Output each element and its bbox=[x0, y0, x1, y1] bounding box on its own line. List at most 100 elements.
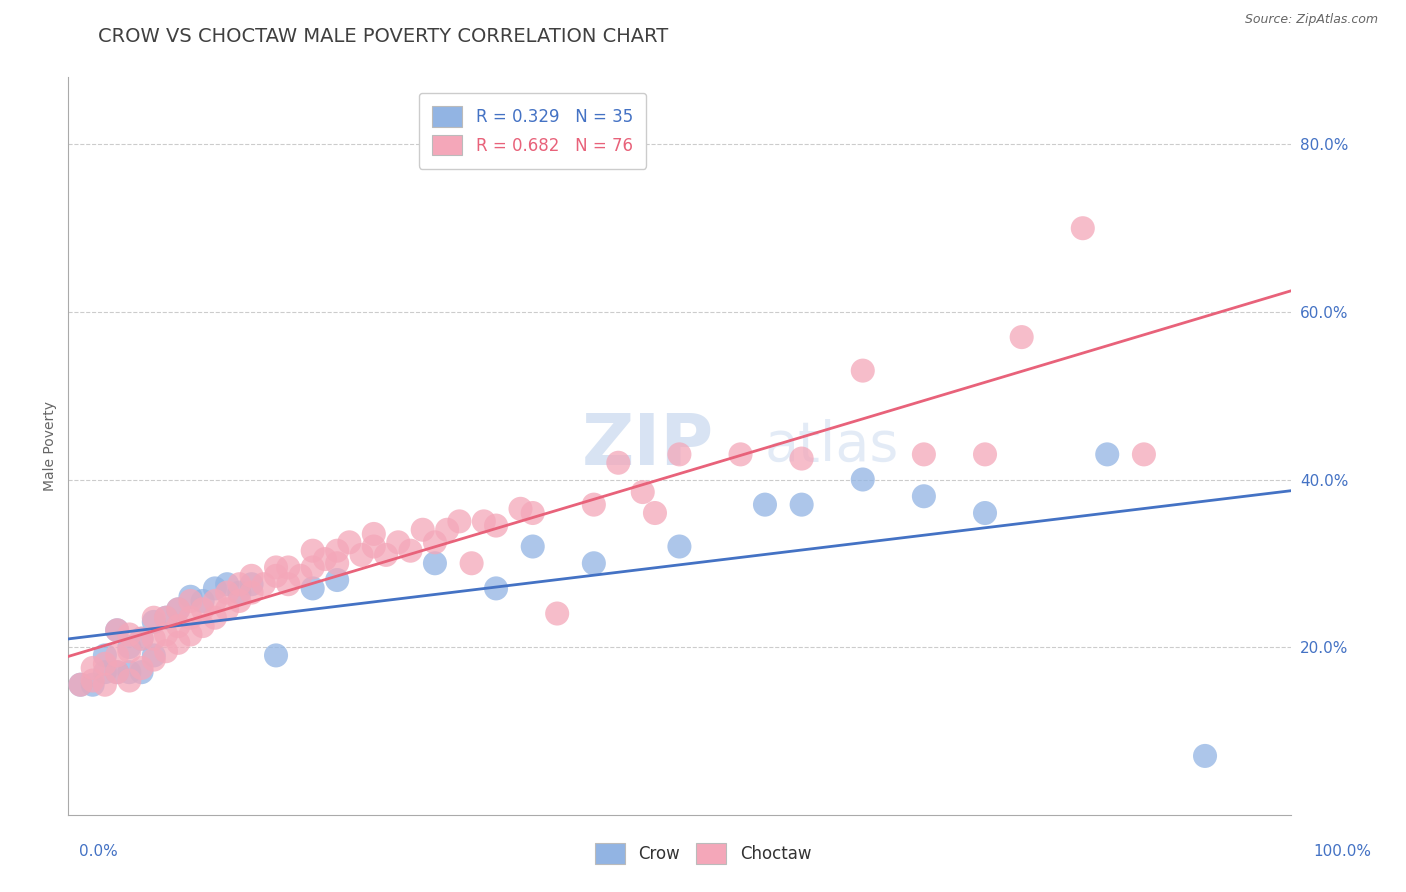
Point bbox=[472, 515, 495, 529]
Point bbox=[668, 540, 690, 554]
Point bbox=[582, 498, 605, 512]
Point bbox=[82, 661, 104, 675]
Point bbox=[607, 456, 630, 470]
Point bbox=[142, 648, 165, 663]
Point bbox=[82, 673, 104, 688]
Point bbox=[301, 543, 323, 558]
Point bbox=[449, 515, 471, 529]
Point bbox=[167, 619, 190, 633]
Point bbox=[522, 506, 544, 520]
Point bbox=[974, 506, 997, 520]
Point bbox=[204, 582, 226, 596]
Point bbox=[423, 535, 446, 549]
Point bbox=[105, 624, 128, 638]
Point bbox=[105, 665, 128, 680]
Point bbox=[631, 485, 654, 500]
Point bbox=[228, 594, 250, 608]
Text: ZIP: ZIP bbox=[582, 411, 714, 481]
Point bbox=[142, 632, 165, 646]
Point bbox=[277, 560, 299, 574]
Point bbox=[131, 661, 153, 675]
Point bbox=[155, 644, 177, 658]
Text: Source: ZipAtlas.com: Source: ZipAtlas.com bbox=[1244, 13, 1378, 27]
Point bbox=[155, 611, 177, 625]
Point bbox=[522, 540, 544, 554]
Point bbox=[363, 540, 385, 554]
Point bbox=[363, 527, 385, 541]
Text: 0.0%: 0.0% bbox=[79, 845, 118, 859]
Point bbox=[290, 569, 312, 583]
Point bbox=[191, 619, 214, 633]
Point bbox=[94, 665, 117, 680]
Point bbox=[730, 447, 752, 461]
Legend: R = 0.329   N = 35, R = 0.682   N = 76: R = 0.329 N = 35, R = 0.682 N = 76 bbox=[419, 93, 647, 169]
Point bbox=[264, 569, 287, 583]
Point bbox=[118, 673, 141, 688]
Point bbox=[240, 569, 263, 583]
Text: 100.0%: 100.0% bbox=[1313, 845, 1372, 859]
Point bbox=[204, 594, 226, 608]
Point bbox=[204, 611, 226, 625]
Point bbox=[142, 615, 165, 629]
Point bbox=[337, 535, 360, 549]
Point bbox=[264, 560, 287, 574]
Point bbox=[105, 624, 128, 638]
Point bbox=[436, 523, 458, 537]
Point bbox=[1133, 447, 1156, 461]
Point bbox=[387, 535, 409, 549]
Point bbox=[326, 573, 349, 587]
Point bbox=[460, 556, 482, 570]
Point bbox=[240, 577, 263, 591]
Point bbox=[118, 627, 141, 641]
Point bbox=[179, 594, 201, 608]
Point bbox=[314, 552, 336, 566]
Point bbox=[264, 648, 287, 663]
Point bbox=[69, 678, 91, 692]
Point bbox=[412, 523, 434, 537]
Point bbox=[485, 518, 508, 533]
Point bbox=[582, 556, 605, 570]
Point bbox=[94, 648, 117, 663]
Point bbox=[754, 498, 776, 512]
Point bbox=[94, 678, 117, 692]
Point bbox=[179, 627, 201, 641]
Point bbox=[668, 447, 690, 461]
Point bbox=[228, 585, 250, 599]
Point bbox=[375, 548, 398, 562]
Point bbox=[118, 665, 141, 680]
Point bbox=[94, 657, 117, 671]
Point bbox=[142, 611, 165, 625]
Point bbox=[167, 636, 190, 650]
Point bbox=[1194, 748, 1216, 763]
Point bbox=[485, 582, 508, 596]
Point bbox=[142, 652, 165, 666]
Point bbox=[217, 577, 239, 591]
Point bbox=[179, 611, 201, 625]
Point bbox=[301, 560, 323, 574]
Point bbox=[1011, 330, 1033, 344]
Point bbox=[399, 543, 422, 558]
Point bbox=[217, 585, 239, 599]
Point bbox=[217, 602, 239, 616]
Y-axis label: Male Poverty: Male Poverty bbox=[44, 401, 58, 491]
Point bbox=[509, 501, 531, 516]
Point bbox=[350, 548, 373, 562]
Point bbox=[118, 644, 141, 658]
Point bbox=[277, 577, 299, 591]
Point bbox=[228, 577, 250, 591]
Point bbox=[326, 543, 349, 558]
Point bbox=[105, 648, 128, 663]
Point bbox=[155, 627, 177, 641]
Point bbox=[974, 447, 997, 461]
Point bbox=[790, 451, 813, 466]
Point bbox=[326, 556, 349, 570]
Point bbox=[912, 447, 935, 461]
Point bbox=[167, 602, 190, 616]
Point bbox=[191, 602, 214, 616]
Point bbox=[1071, 221, 1094, 235]
Point bbox=[191, 594, 214, 608]
Point bbox=[790, 498, 813, 512]
Point bbox=[131, 632, 153, 646]
Point bbox=[912, 489, 935, 503]
Point bbox=[131, 632, 153, 646]
